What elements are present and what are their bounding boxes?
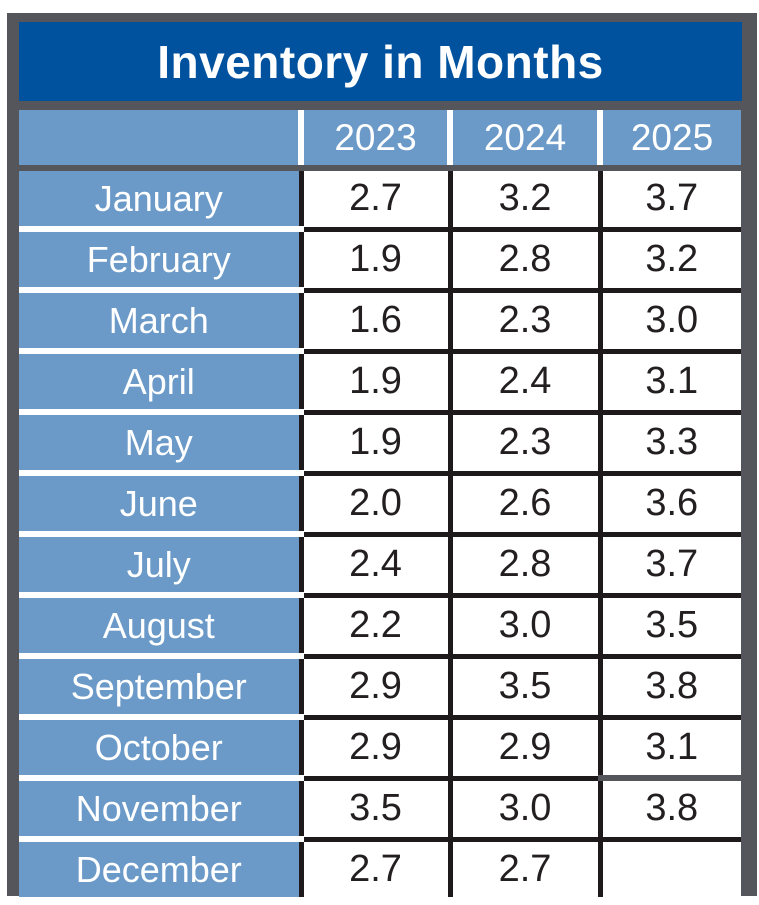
value-cell: 2.2: [298, 592, 453, 659]
table-row: January 2.7 3.2 3.7: [19, 165, 741, 232]
value-cell: 2.9: [298, 714, 453, 781]
value-cell-empty: [597, 836, 741, 897]
value-cell: 3.7: [597, 531, 741, 598]
month-cell: April: [19, 351, 301, 415]
value-cell: 2.4: [447, 348, 603, 415]
table-row: December 2.7 2.7: [19, 836, 741, 897]
month-cell: May: [19, 412, 301, 476]
value-cell: 2.4: [298, 531, 453, 598]
value-cell: 3.8: [597, 653, 741, 720]
value-cell: 2.6: [447, 470, 603, 537]
value-cell: 2.3: [447, 287, 603, 354]
month-cell: September: [19, 656, 301, 720]
table-row: June 2.0 2.6 3.6: [19, 470, 741, 537]
year-header-2023: 2023: [298, 110, 450, 171]
month-cell: November: [19, 778, 301, 842]
month-cell: March: [19, 290, 301, 354]
month-cell: February: [19, 229, 301, 293]
table-row: September 2.9 3.5 3.8: [19, 653, 741, 720]
table-title: Inventory in Months: [19, 22, 742, 101]
month-cell: June: [19, 473, 301, 537]
value-cell: 2.3: [447, 409, 603, 476]
value-cell: 3.0: [447, 592, 603, 659]
table-row: April 1.9 2.4 3.1: [19, 348, 741, 415]
year-header-2025: 2025: [597, 110, 741, 171]
month-cell: October: [19, 717, 301, 781]
value-cell: 1.9: [298, 348, 453, 415]
value-cell: 3.5: [597, 592, 741, 659]
inventory-table: 2023 2024 2025 January 2.7 3.2 3.7 Febru…: [19, 110, 741, 897]
title-divider: [19, 101, 742, 110]
month-cell: July: [19, 534, 301, 598]
value-cell: 3.5: [298, 775, 453, 842]
value-cell: 3.0: [447, 775, 603, 842]
value-cell: 2.8: [447, 531, 603, 598]
value-cell: 1.9: [298, 409, 453, 476]
table-row: November 3.5 3.0 3.8: [19, 775, 741, 842]
value-cell: 2.8: [447, 226, 603, 293]
value-cell: 2.7: [298, 836, 453, 897]
year-header-2024: 2024: [447, 110, 600, 171]
corner-cell: [19, 110, 301, 171]
value-cell: 2.7: [447, 836, 603, 897]
table-row: May 1.9 2.3 3.3: [19, 409, 741, 476]
value-cell: 3.5: [447, 653, 603, 720]
value-cell: 2.7: [298, 165, 453, 232]
month-cell: December: [19, 839, 301, 897]
month-cell: August: [19, 595, 301, 659]
year-header-row: 2023 2024 2025: [19, 110, 741, 171]
value-cell: 2.0: [298, 470, 453, 537]
value-cell: 3.8: [597, 775, 741, 842]
value-cell: 3.0: [597, 287, 741, 354]
table-row: October 2.9 2.9 3.1: [19, 714, 741, 781]
value-cell: 3.3: [597, 409, 741, 476]
value-cell: 2.9: [298, 653, 453, 720]
table-row: July 2.4 2.8 3.7: [19, 531, 741, 598]
value-cell: 3.6: [597, 470, 741, 537]
value-cell: 3.2: [447, 165, 603, 232]
value-cell: 1.9: [298, 226, 453, 293]
table-row: March 1.6 2.3 3.0: [19, 287, 741, 354]
month-cell: January: [19, 168, 301, 232]
table-row: February 1.9 2.8 3.2: [19, 226, 741, 293]
value-cell: 3.1: [597, 348, 741, 415]
value-cell: 3.7: [597, 165, 741, 232]
table-row: August 2.2 3.0 3.5: [19, 592, 741, 659]
value-cell: 2.9: [447, 714, 603, 781]
value-cell: 1.6: [298, 287, 453, 354]
value-cell: 3.2: [597, 226, 741, 293]
table-frame: Inventory in Months 2023 2024 2025 Janua…: [7, 13, 757, 897]
value-cell: 3.1: [597, 714, 741, 781]
